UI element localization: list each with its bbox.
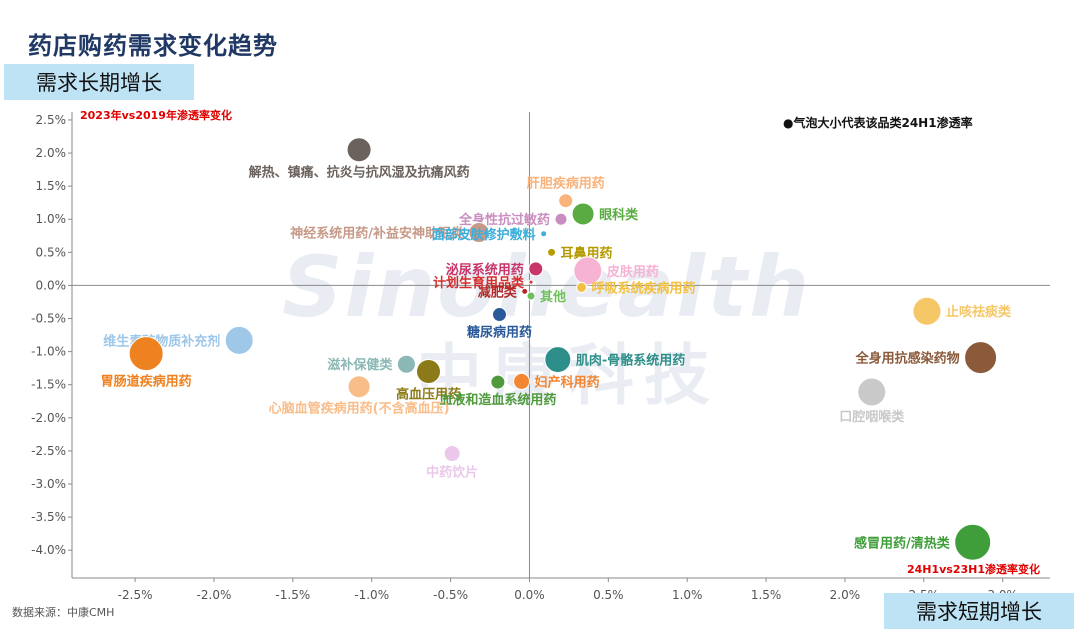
bubble [415, 358, 441, 384]
bubble-label: 眼科类 [599, 207, 639, 223]
bubble [396, 354, 416, 374]
y-tick-label: -3.0% [31, 477, 66, 491]
bubble-label: 面部皮肤修护敷料 [432, 227, 536, 243]
x-tick-label: -2.5% [118, 588, 153, 602]
y-tick-label: 1.0% [36, 212, 67, 226]
x-tick-label: -2.0% [197, 588, 232, 602]
x-tick-label: 2.0% [830, 588, 861, 602]
bubble [521, 287, 529, 295]
page-title: 药店购药需求变化趋势 [28, 32, 278, 60]
source-note: 数据来源：中康CMH [12, 606, 115, 619]
bubble [857, 377, 887, 407]
bubble-label: 肝胆疾病用药 [527, 176, 605, 192]
x-tick-label: 0.0% [514, 588, 545, 602]
y-tick-label: -3.5% [31, 510, 66, 524]
bubble-size-legend: ●气泡大小代表该品类24H1渗透率 [783, 115, 973, 130]
bubble-label: 止咳祛痰类 [946, 304, 1012, 320]
bubble-label: 糖尿病用药 [467, 325, 532, 341]
y-tick-label: -0.5% [31, 312, 66, 326]
bubble-label: 血液和造血系统用药 [439, 392, 556, 408]
bubble-label: 皮肤用药 [606, 264, 659, 280]
bubble [491, 307, 507, 323]
bubble-label: 计划生育用品类 [433, 275, 525, 291]
bubble-label: 呼吸系统疾病用药 [592, 280, 696, 296]
bubble-label: 心脑血管疾病用药(不含高血压) [269, 401, 450, 417]
bubble [964, 341, 998, 375]
bubble-label: 口腔咽喉类 [839, 409, 905, 425]
bubble [513, 372, 531, 390]
y-tick-label: 1.5% [36, 179, 67, 193]
bubble [468, 221, 490, 243]
bubble-label: 解热、镇痛、抗炎与抗风湿及抗痛风药 [248, 165, 470, 181]
short-term-growth-label: 需求短期增长 [884, 593, 1074, 629]
y-tick-label: 2.0% [36, 146, 67, 160]
bubble [490, 374, 506, 390]
x-tick-label: -1.5% [275, 588, 310, 602]
x-tick-label: 0.5% [593, 588, 624, 602]
y-axis-title: 2023年vs2019年渗透率变化 [80, 108, 232, 122]
bubble-label: 全身用抗感染药物 [855, 351, 960, 367]
y-tick-label: -2.5% [31, 444, 66, 458]
y-tick-label: 0.0% [36, 278, 67, 292]
bubble-label: 高血压用药 [396, 386, 461, 402]
bubble [554, 212, 568, 226]
bubble-label: 滋补保健类 [327, 357, 393, 373]
x-tick-label: 1.0% [672, 588, 703, 602]
bubble-label: 妇产科用药 [534, 374, 600, 390]
bubble-label: 泌尿系统用药 [446, 262, 524, 278]
bubble [443, 445, 461, 463]
x-tick-label: -1.0% [354, 588, 389, 602]
bubble [576, 281, 588, 293]
bubble [558, 193, 574, 209]
bubble [540, 230, 548, 238]
bubble-label: 中药饮片 [426, 465, 478, 481]
bubble-label: 减肥类 [478, 284, 518, 300]
y-tick-label: -1.5% [31, 378, 66, 392]
bubble [528, 261, 544, 277]
bubble [573, 256, 603, 286]
bubble [544, 346, 572, 374]
bubble [224, 325, 254, 355]
bubble [954, 523, 992, 561]
y-tick-label: -2.0% [31, 411, 66, 425]
bubble-label: 感冒用药/清热类 [854, 535, 951, 551]
bubble-label: 耳鼻用药 [561, 245, 613, 261]
bubble [547, 247, 557, 257]
y-tick-label: 0.5% [36, 245, 67, 259]
bubble [128, 336, 164, 372]
bubble [912, 296, 942, 326]
bubble-label: 肌肉-骨骼系统用药 [576, 353, 685, 369]
y-tick-label: 2.5% [36, 113, 67, 127]
bubble [571, 202, 595, 226]
bubble [347, 375, 371, 399]
x-tick-label: -0.5% [433, 588, 468, 602]
y-tick-label: -4.0% [31, 543, 66, 557]
long-term-growth-label: 需求长期增长 [4, 64, 194, 100]
bubble-label: 胃肠道疾病用药 [101, 374, 192, 390]
bubble [526, 291, 536, 301]
bubble-label: 神经系统用药/补益安神助眠类 [290, 225, 465, 241]
x-tick-label: 1.5% [751, 588, 782, 602]
y-tick-label: -1.0% [31, 345, 66, 359]
x-axis-title: 24H1vs23H1渗透率变化 [907, 562, 1040, 576]
bubble [346, 137, 372, 163]
bubble-label: 其他 [540, 289, 566, 305]
bubble [528, 279, 534, 285]
